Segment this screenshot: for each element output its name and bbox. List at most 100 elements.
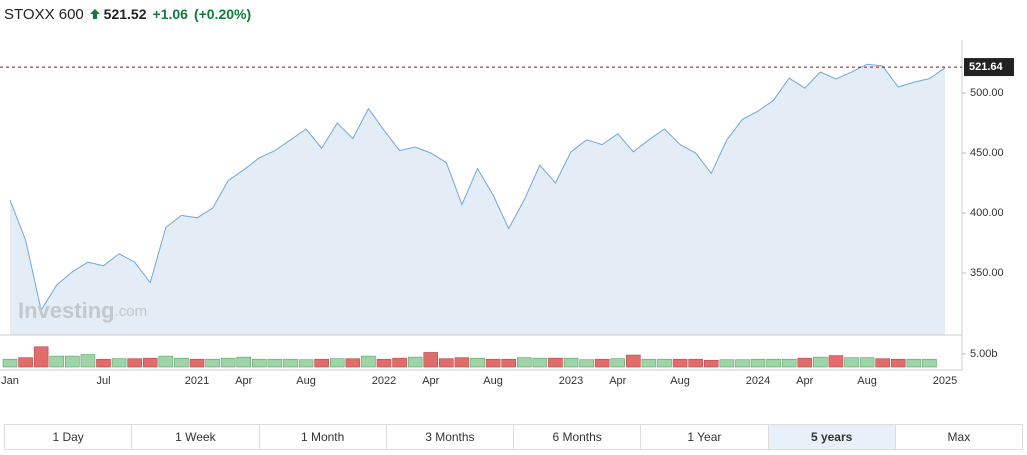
- volume-bar: [423, 352, 439, 368]
- volume-bar: [205, 358, 220, 368]
- volume-bar: [532, 357, 548, 368]
- volume-bar: [96, 358, 111, 368]
- volume-bar: [158, 355, 174, 368]
- volume-bar: [781, 358, 797, 368]
- y-tick-label: 500.00: [970, 87, 1004, 99]
- volume-bar: [439, 358, 454, 368]
- volume-bar: [407, 356, 423, 368]
- x-tick-label: Apr: [422, 375, 439, 387]
- volume-bar: [735, 359, 750, 368]
- volume-bar: [844, 357, 859, 368]
- y-tick-label: 350.00: [970, 267, 1004, 279]
- volume-bar: [579, 359, 594, 368]
- volume-bar: [142, 357, 158, 368]
- volume-bar: [18, 357, 33, 368]
- volume-bar: [672, 358, 688, 368]
- range-button[interactable]: 3 Months: [387, 425, 514, 449]
- volume-bar: [283, 358, 298, 368]
- volume-bar: [516, 357, 532, 368]
- volume-bar: [252, 358, 267, 368]
- volume-bar: [49, 355, 65, 368]
- y-tick-label: 450.00: [970, 147, 1004, 159]
- watermark-suffix: .com: [115, 303, 148, 320]
- volume-bar: [65, 355, 80, 368]
- watermark-brand: Investing: [18, 298, 115, 323]
- volume-bar: [33, 346, 49, 368]
- volume-bar: [298, 359, 314, 368]
- range-button[interactable]: 6 Months: [514, 425, 642, 449]
- up-arrow: [89, 9, 100, 19]
- change-pct: (+0.20%): [193, 6, 252, 22]
- volume-bar: [2, 358, 18, 368]
- y-tick-label: 400.00: [970, 207, 1004, 219]
- reference-label-bg: [964, 58, 1014, 77]
- x-tick-label: Jan: [1, 375, 19, 387]
- volume-bar: [890, 358, 906, 368]
- range-buttons: 1 Day 1 Week 1 Month 3 Months 6 Months 1 Year…: [4, 424, 1023, 450]
- volume-bar: [470, 357, 485, 368]
- range-button[interactable]: 1 Year: [641, 425, 769, 449]
- last-price: 521.52: [103, 6, 147, 22]
- volume-bar: [267, 358, 283, 368]
- price-area: [10, 64, 945, 335]
- volume-bar: [376, 358, 392, 368]
- volume-bar: [703, 359, 719, 368]
- volume-bar: [392, 357, 407, 368]
- range-button[interactable]: Max: [947, 430, 971, 444]
- volume-bar: [766, 358, 781, 368]
- volume-bar: [80, 354, 96, 368]
- price-line: [9, 63, 946, 312]
- chart: 350.00 400.00 450.00 500.00 5.00b Investing.c…: [0, 40, 1014, 387]
- x-tick-label: Jul: [96, 375, 110, 387]
- range-button[interactable]: 1 Day: [5, 425, 133, 449]
- volume-bar: [813, 356, 828, 368]
- watermark: Investing.com: [18, 298, 147, 323]
- x-tick-label: 2023: [559, 375, 583, 387]
- volume-bar: [594, 358, 610, 368]
- volume-bar: [641, 358, 657, 368]
- x-tick-label: 2022: [372, 375, 396, 387]
- volume-bar: [828, 355, 844, 368]
- volume-bar: [174, 357, 189, 368]
- volume-bar: [626, 354, 641, 368]
- x-tick-label: Apr: [796, 375, 813, 387]
- x-tick-label: Aug: [483, 375, 503, 387]
- symbol: STOXX 600: [4, 5, 84, 23]
- range-button[interactable]: 1 Month: [260, 425, 387, 449]
- volume-bar: [859, 357, 875, 368]
- volume-bar: [345, 358, 361, 368]
- volume-bar: [127, 358, 142, 368]
- volume-bar: [548, 357, 563, 368]
- x-tick-label: Aug: [670, 375, 690, 387]
- x-tick-label: Aug: [296, 375, 316, 387]
- range-button[interactable]: 1 Week: [132, 425, 260, 449]
- price: 521.52: [89, 6, 147, 22]
- volume-bar: [719, 359, 735, 368]
- volume-bar: [454, 357, 470, 368]
- y-tick-label: 5.00b: [970, 348, 998, 360]
- x-tick-label: 2024: [746, 375, 770, 387]
- volume-bar: [329, 358, 345, 368]
- x-tick-label: Aug: [857, 375, 877, 387]
- range-button[interactable]: 5 years: [768, 425, 896, 449]
- volume-bar: [750, 358, 766, 368]
- reference-label: 521.64: [969, 61, 1004, 73]
- volume-bar: [314, 358, 329, 368]
- volume-bar: [797, 357, 813, 368]
- volume-bar: [688, 358, 703, 368]
- x-tick-label: Apr: [235, 375, 252, 387]
- x-tick-label: 2025: [933, 375, 957, 387]
- x-tick-label: Apr: [609, 375, 626, 387]
- volume-bar: [236, 356, 252, 368]
- quote-header: STOXX 600 521.52 +1.06 (+0.20%): [4, 4, 251, 24]
- volume-bar: [485, 358, 501, 368]
- volume-bar: [111, 358, 127, 368]
- volume-bar: [501, 358, 516, 368]
- change: +1.06: [152, 6, 188, 22]
- x-tick-label: 2021: [185, 375, 209, 387]
- volume-bar: [906, 358, 922, 368]
- volume-bar: [922, 358, 937, 368]
- volume-bar: [610, 358, 626, 368]
- volume-bar: [657, 358, 672, 368]
